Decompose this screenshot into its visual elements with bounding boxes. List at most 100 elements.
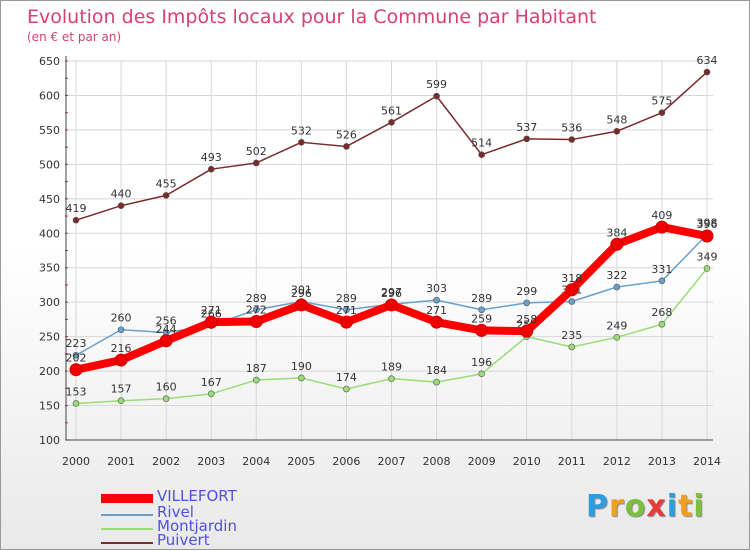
data-label-puivert: 502 xyxy=(246,145,267,158)
data-label-montjardin: 189 xyxy=(381,361,402,374)
data-label-rivel: 299 xyxy=(516,285,537,298)
x-tick-label: 2005 xyxy=(287,455,315,468)
legend-label-villefort: VILLEFORT xyxy=(157,487,237,505)
data-label-puivert: 440 xyxy=(111,188,132,201)
data-point-puivert xyxy=(658,109,666,116)
legend-swatch-montjardin xyxy=(101,528,153,530)
data-point-puivert xyxy=(703,68,711,76)
data-point-puivert xyxy=(162,192,170,199)
x-tick-label: 2009 xyxy=(468,455,496,468)
data-label-rivel: 289 xyxy=(336,292,357,305)
data-point-montjardin xyxy=(658,320,666,328)
data-label-rivel: 289 xyxy=(471,292,492,305)
data-point-rivel xyxy=(478,306,485,314)
x-tick-label: 2007 xyxy=(378,455,406,468)
data-label-rivel: 289 xyxy=(246,292,267,305)
logo-letter: P xyxy=(586,489,609,524)
data-label-puivert: 575 xyxy=(651,95,672,108)
data-point-puivert xyxy=(117,202,125,210)
data-point-puivert xyxy=(613,127,621,135)
y-tick-label: 550 xyxy=(39,124,60,137)
data-label-rivel: 301 xyxy=(291,283,312,296)
y-tick-label: 350 xyxy=(39,262,60,275)
x-tick-label: 2012 xyxy=(603,455,631,468)
data-point-puivert xyxy=(388,119,395,126)
data-point-puivert xyxy=(298,139,305,146)
data-label-puivert: 561 xyxy=(381,104,402,117)
data-point-montjardin xyxy=(72,400,80,407)
x-tick-label: 2010 xyxy=(513,455,541,468)
data-label-villefort: 409 xyxy=(651,209,672,222)
data-point-rivel xyxy=(568,298,576,305)
data-label-rivel: 297 xyxy=(381,286,402,299)
data-point-rivel xyxy=(523,299,531,307)
data-label-villefort: 296 xyxy=(381,287,402,300)
y-tick-label: 300 xyxy=(39,296,60,309)
data-label-montjardin: 187 xyxy=(246,362,267,375)
x-tick-label: 2014 xyxy=(693,455,721,468)
data-label-montjardin: 196 xyxy=(471,356,492,369)
logo-letter: t xyxy=(678,489,694,524)
data-point-puivert xyxy=(207,165,215,173)
y-tick-label: 200 xyxy=(39,365,60,378)
data-label-villefort: 296 xyxy=(291,287,312,300)
data-label-villefort: 271 xyxy=(201,304,222,317)
data-point-villefort xyxy=(700,229,714,243)
x-tick-label: 2004 xyxy=(242,455,270,468)
data-label-montjardin: 174 xyxy=(336,371,357,384)
data-point-villefort xyxy=(294,298,308,312)
data-point-puivert xyxy=(343,143,350,150)
data-point-puivert xyxy=(478,151,485,159)
data-point-rivel xyxy=(343,306,350,314)
data-label-villefort: 259 xyxy=(471,312,492,325)
data-label-rivel: 223 xyxy=(66,337,87,350)
legend-swatch-puivert xyxy=(101,542,153,544)
data-label-montjardin: 184 xyxy=(426,364,447,377)
x-tick-label: 2000 xyxy=(62,455,90,468)
data-label-puivert: 537 xyxy=(516,121,537,134)
y-tick-label: 650 xyxy=(39,55,60,68)
y-tick-label: 100 xyxy=(39,434,60,447)
data-point-villefort xyxy=(475,323,489,337)
data-point-villefort xyxy=(339,315,353,329)
data-point-villefort xyxy=(69,363,83,377)
data-label-puivert: 514 xyxy=(471,137,492,150)
data-point-puivert xyxy=(568,136,576,143)
data-point-montjardin xyxy=(613,334,621,341)
data-label-villefort: 318 xyxy=(561,272,582,285)
data-point-puivert xyxy=(523,135,531,143)
data-point-montjardin xyxy=(343,385,350,393)
data-point-villefort xyxy=(385,298,398,312)
data-point-rivel xyxy=(72,351,80,359)
data-point-montjardin xyxy=(478,370,485,378)
data-point-montjardin xyxy=(568,343,576,351)
data-label-villefort: 216 xyxy=(111,342,132,355)
logo-letter: r xyxy=(609,489,625,524)
data-label-montjardin: 190 xyxy=(291,360,312,373)
x-tick-label: 2001 xyxy=(107,455,135,468)
data-label-villefort: 271 xyxy=(426,304,447,317)
data-label-rivel: 303 xyxy=(426,282,447,295)
data-label-puivert: 455 xyxy=(156,177,177,190)
x-tick-label: 2013 xyxy=(648,455,676,468)
x-tick-label: 2006 xyxy=(332,455,360,468)
data-label-puivert: 493 xyxy=(201,151,222,164)
data-label-villefort: 258 xyxy=(516,313,537,326)
data-point-villefort xyxy=(430,315,444,329)
data-label-rivel: 256 xyxy=(156,315,177,328)
data-point-rivel xyxy=(252,306,260,314)
data-point-rivel xyxy=(433,296,440,304)
data-label-rivel: 322 xyxy=(606,269,627,282)
logo-letter: i xyxy=(693,489,705,524)
data-label-puivert: 526 xyxy=(336,128,357,141)
data-label-montjardin: 235 xyxy=(561,329,582,342)
logo-letter: o xyxy=(624,489,647,524)
data-label-montjardin: 153 xyxy=(66,385,87,398)
data-label-montjardin: 249 xyxy=(606,319,627,332)
data-point-villefort xyxy=(520,324,534,338)
chart-title: Evolution des Impôts locaux pour la Comm… xyxy=(27,6,597,28)
data-point-puivert xyxy=(72,216,80,224)
data-label-rivel: 266 xyxy=(201,308,222,321)
legend-label-rivel: Rivel xyxy=(157,503,194,521)
data-point-montjardin xyxy=(117,397,125,405)
